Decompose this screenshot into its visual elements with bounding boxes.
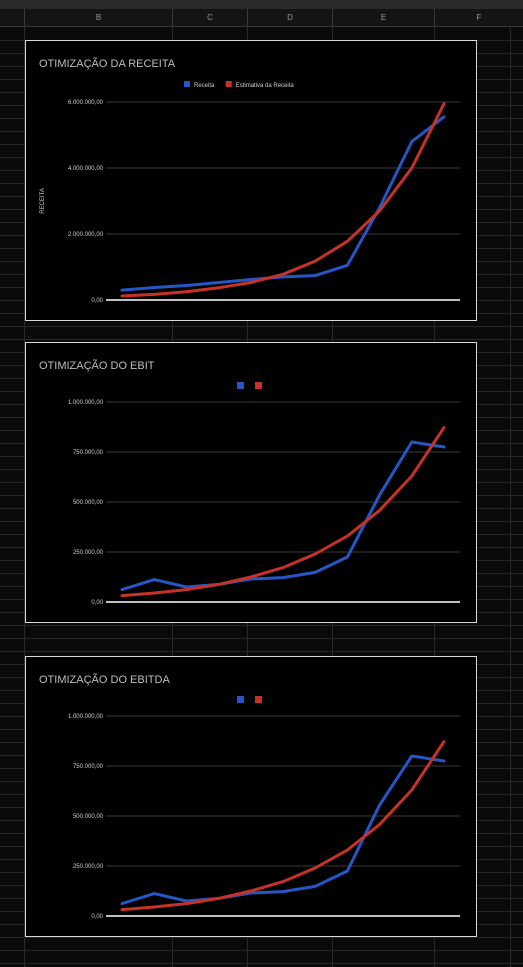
- row-header-corner[interactable]: [0, 9, 25, 26]
- grid-column-line: [510, 26, 511, 967]
- chart-ebit-svg: OTIMIZAÇÃO DO EBIT 0,00 250.000,00 500.000,…: [39, 359, 460, 606]
- column-header-d[interactable]: D: [248, 9, 333, 26]
- grid-row-line: [0, 638, 523, 639]
- chart0-ytick-label-1: 2.000.000,00: [68, 232, 104, 238]
- column-header-bar: B C D E F: [0, 0, 523, 27]
- chart1-series-line-0: [120, 440, 446, 592]
- chart0-series-line-1: [120, 102, 446, 298]
- chart1-ytick-label-3: 750.000,00: [73, 450, 104, 456]
- chart0-legend-swatch-1: [225, 81, 232, 87]
- grid-row-line: [0, 339, 523, 340]
- column-header-c[interactable]: C: [173, 9, 248, 26]
- chart2-ytick-label-2: 500.000,00: [73, 814, 104, 820]
- column-header-b[interactable]: B: [25, 9, 173, 26]
- toolbar-strip: [0, 0, 523, 9]
- chart2-ytick-label-3: 750.000,00: [73, 764, 104, 770]
- grid-column-line: [24, 26, 25, 967]
- chart2-ytick-label-4: 1.000.000,00: [68, 714, 104, 720]
- chart2-series-line-0: [120, 754, 446, 906]
- chart0-legend-label-1: Estimativa da Receita: [236, 83, 295, 89]
- chart0-ytick-label-2: 4.000.000,00: [68, 166, 104, 172]
- chart-ebitda[interactable]: OTIMIZAÇÃO DO EBITDA 0,00 250.000,00 500.00…: [25, 656, 477, 937]
- chart2-series-line-1: [120, 740, 446, 912]
- chart2-legend-swatch-1: [255, 696, 262, 703]
- chart0-series-line-0: [120, 115, 446, 292]
- grid-row-line: [0, 326, 523, 327]
- chart-ebit[interactable]: OTIMIZAÇÃO DO EBIT 0,00 250.000,00 500.000,…: [25, 342, 477, 623]
- chart0-legend-label-0: Receita: [194, 83, 215, 89]
- chart2-title: OTIMIZAÇÃO DO EBITDA: [39, 673, 170, 686]
- chart0-ylabel: RECEITA: [40, 188, 46, 214]
- chart1-ytick-label-0: 0,00: [91, 600, 103, 606]
- chart1-series-line-1: [120, 426, 446, 598]
- chart-ebitda-svg: OTIMIZAÇÃO DO EBITDA 0,00 250.000,00 500.00…: [39, 673, 460, 920]
- chart1-legend-swatch-0: [237, 382, 244, 389]
- chart-receita-svg: OTIMIZAÇÃO DA RECEITA Receita Estimativa d…: [39, 57, 460, 304]
- grid-row-line: [0, 651, 523, 652]
- chart1-title: OTIMIZAÇÃO DO EBIT: [39, 359, 155, 372]
- column-header-e[interactable]: E: [333, 9, 435, 26]
- chart2-ytick-label-0: 0,00: [91, 914, 103, 920]
- chart-receita[interactable]: OTIMIZAÇÃO DA RECEITA Receita Estimativa d…: [25, 40, 477, 321]
- chart1-ytick-label-4: 1.000.000,00: [68, 400, 104, 406]
- grid-row-line: [0, 625, 523, 626]
- chart1-ytick-label-2: 500.000,00: [73, 500, 104, 506]
- grid-row-line: [0, 950, 523, 951]
- chart0-title: OTIMIZAÇÃO DA RECEITA: [39, 57, 176, 70]
- chart2-ytick-label-1: 250.000,00: [73, 864, 104, 870]
- chart0-ytick-label-0: 0,00: [91, 298, 103, 304]
- chart0-legend-swatch-0: [184, 81, 190, 87]
- chart2-legend-swatch-0: [237, 696, 244, 703]
- grid-row-line: [0, 937, 523, 938]
- grid-row-line: [0, 963, 523, 964]
- column-header-f[interactable]: F: [435, 9, 523, 26]
- chart1-ytick-label-1: 250.000,00: [73, 550, 104, 556]
- chart0-ytick-label-3: 6.000.000,00: [68, 100, 104, 106]
- chart1-legend-swatch-1: [255, 382, 262, 389]
